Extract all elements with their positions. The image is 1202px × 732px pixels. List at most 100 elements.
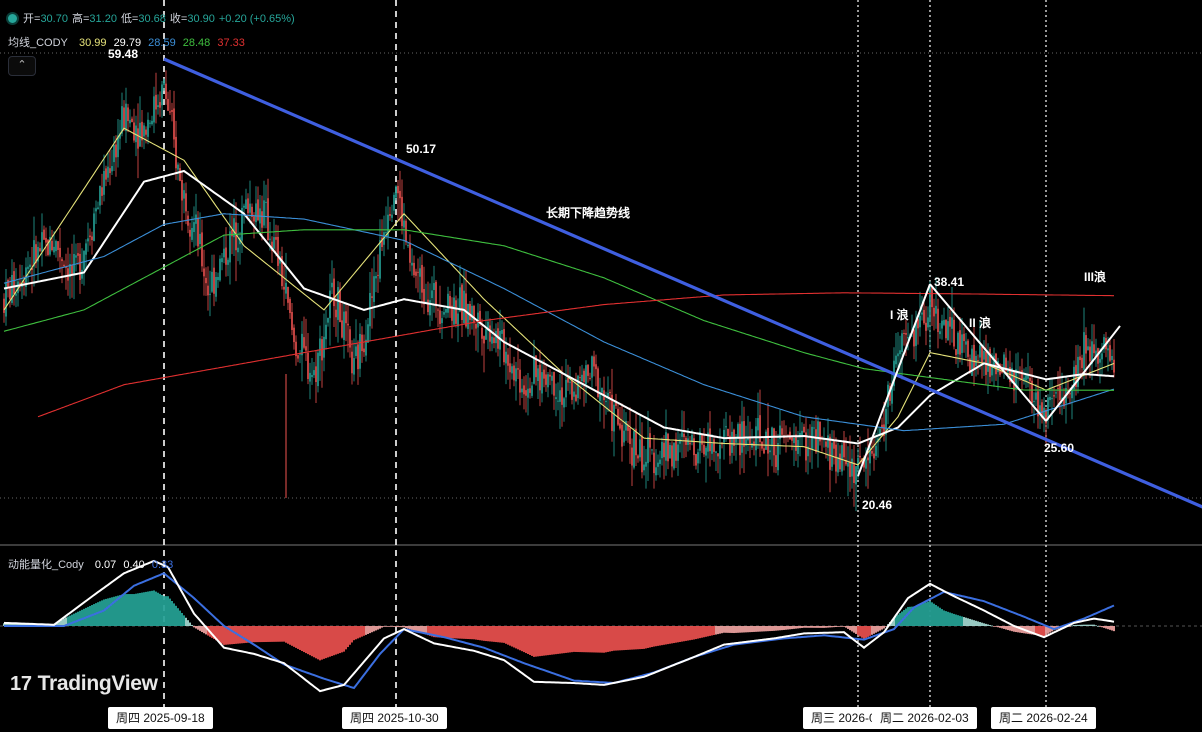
histogram-bar [763, 626, 765, 632]
histogram-bar [689, 626, 691, 641]
momentum-value-2: 0.40 [123, 559, 145, 571]
candle-body [1059, 385, 1061, 401]
histogram-bar [619, 626, 621, 651]
histogram-bar [783, 626, 785, 630]
candle-body [859, 455, 861, 458]
histogram-bar [741, 626, 743, 633]
histogram-bar [647, 626, 649, 648]
histogram-bar [553, 626, 555, 655]
histogram-bar [371, 626, 373, 633]
histogram-bar [781, 626, 783, 631]
candle-body [49, 237, 51, 255]
histogram-bar [339, 626, 341, 654]
histogram-bar [1093, 624, 1095, 626]
histogram-bar [77, 611, 79, 626]
histogram-bar [775, 626, 777, 631]
histogram-bar [1011, 626, 1013, 632]
histogram-bar [473, 626, 475, 640]
candle-body [983, 350, 985, 360]
candle-body [275, 237, 277, 240]
candle-body [415, 271, 417, 276]
histogram-bar [981, 622, 983, 626]
symbol-status-icon [8, 14, 17, 23]
candle-body [515, 368, 517, 382]
candle-body [615, 402, 617, 406]
candle-body [295, 341, 297, 357]
histogram-bar [1037, 626, 1039, 636]
candle-body [681, 432, 683, 437]
histogram-bar [583, 626, 585, 653]
histogram-bar [465, 626, 467, 639]
candle-body [69, 263, 71, 278]
histogram-bar [945, 611, 947, 626]
histogram-bar [179, 610, 181, 626]
histogram-bar [1005, 626, 1007, 630]
histogram-bar [139, 592, 141, 626]
histogram-bar [279, 626, 281, 642]
collapse-legend-button[interactable]: ⌃ [8, 56, 36, 76]
histogram-bar [215, 626, 217, 641]
histogram-bar [455, 626, 457, 639]
candle-body [675, 439, 677, 461]
histogram-bar [833, 626, 835, 628]
histogram-bar [11, 623, 13, 626]
candle-body [711, 443, 713, 454]
candle-body [667, 433, 669, 462]
candle-body [841, 445, 843, 472]
candle-body [77, 253, 79, 256]
candle-body [793, 437, 795, 444]
candle-body [215, 276, 217, 297]
histogram-bar [777, 626, 779, 631]
candle-body [913, 329, 915, 347]
candle-body [231, 230, 233, 237]
candle-body [387, 214, 389, 237]
histogram-bar [187, 620, 189, 626]
candle-body [759, 415, 761, 442]
candle-body [505, 351, 507, 364]
histogram-bar [411, 626, 413, 630]
close-value: 30.90 [187, 13, 215, 25]
histogram-bar [937, 606, 939, 626]
histogram-bar [641, 626, 643, 650]
candle-body [29, 264, 31, 268]
histogram-bar [629, 626, 631, 650]
histogram-bar [825, 626, 827, 628]
open-label: 开= [23, 13, 41, 25]
histogram-bar [929, 600, 931, 626]
candle-body [987, 350, 989, 372]
histogram-bar [245, 626, 247, 643]
price-label-20-46: 20.46 [862, 498, 892, 512]
candle-body [393, 194, 395, 211]
histogram-bar [107, 598, 109, 626]
candle-body [855, 466, 857, 485]
candle-body [509, 363, 511, 373]
candle-body [373, 276, 375, 302]
histogram-bar [1049, 626, 1051, 633]
candle-body [129, 120, 131, 124]
histogram-bar [651, 626, 653, 648]
momentum-legend[interactable]: 动能量化_Cody 0.07 0.40 0.33 [8, 556, 177, 572]
histogram-bar [1071, 625, 1073, 627]
candle-body [371, 296, 373, 298]
candle-body [473, 306, 475, 324]
histogram-bar [707, 626, 709, 637]
histogram-bar [173, 603, 175, 626]
candle-body [163, 79, 165, 85]
histogram-bar [415, 626, 417, 632]
histogram-bar [685, 626, 687, 641]
histogram-bar [549, 626, 551, 655]
candle-body [1003, 354, 1005, 371]
candle-body [121, 106, 123, 134]
ma-legend[interactable]: 均线_CODY 30.99 29.79 28.59 28.48 37.33 [8, 34, 249, 50]
candle-body [461, 284, 463, 321]
candle-body [1107, 348, 1109, 351]
histogram-bar [835, 626, 837, 627]
candle-body [7, 279, 9, 289]
candle-body [753, 441, 755, 447]
histogram-bar [591, 626, 593, 653]
candle-body [575, 394, 577, 401]
candle-body [673, 443, 675, 469]
histogram-bar [1029, 626, 1031, 635]
histogram-bar [547, 626, 549, 656]
